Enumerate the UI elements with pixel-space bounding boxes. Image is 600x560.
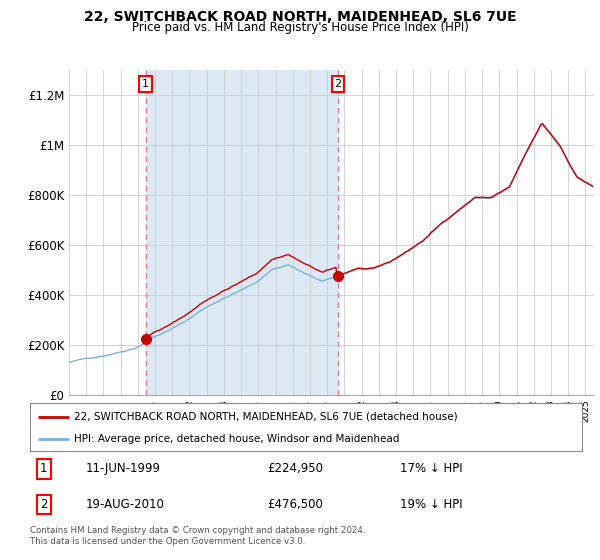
- Text: 19-AUG-2010: 19-AUG-2010: [85, 498, 164, 511]
- Text: £476,500: £476,500: [268, 498, 323, 511]
- Text: Contains HM Land Registry data © Crown copyright and database right 2024.
This d: Contains HM Land Registry data © Crown c…: [30, 526, 365, 546]
- Text: HPI: Average price, detached house, Windsor and Maidenhead: HPI: Average price, detached house, Wind…: [74, 434, 400, 444]
- Text: £224,950: £224,950: [268, 463, 323, 475]
- Text: Price paid vs. HM Land Registry's House Price Index (HPI): Price paid vs. HM Land Registry's House …: [131, 21, 469, 34]
- Bar: [146, 70, 338, 395]
- Text: 11-JUN-1999: 11-JUN-1999: [85, 463, 160, 475]
- Text: 2: 2: [40, 498, 47, 511]
- Text: 19% ↓ HPI: 19% ↓ HPI: [400, 498, 463, 511]
- Text: 22, SWITCHBACK ROAD NORTH, MAIDENHEAD, SL6 7UE (detached house): 22, SWITCHBACK ROAD NORTH, MAIDENHEAD, S…: [74, 412, 458, 422]
- Text: 1: 1: [142, 79, 149, 88]
- Text: 22, SWITCHBACK ROAD NORTH, MAIDENHEAD, SL6 7UE: 22, SWITCHBACK ROAD NORTH, MAIDENHEAD, S…: [83, 10, 517, 24]
- Text: 2: 2: [334, 79, 341, 88]
- Text: 17% ↓ HPI: 17% ↓ HPI: [400, 463, 463, 475]
- Text: 1: 1: [40, 463, 47, 475]
